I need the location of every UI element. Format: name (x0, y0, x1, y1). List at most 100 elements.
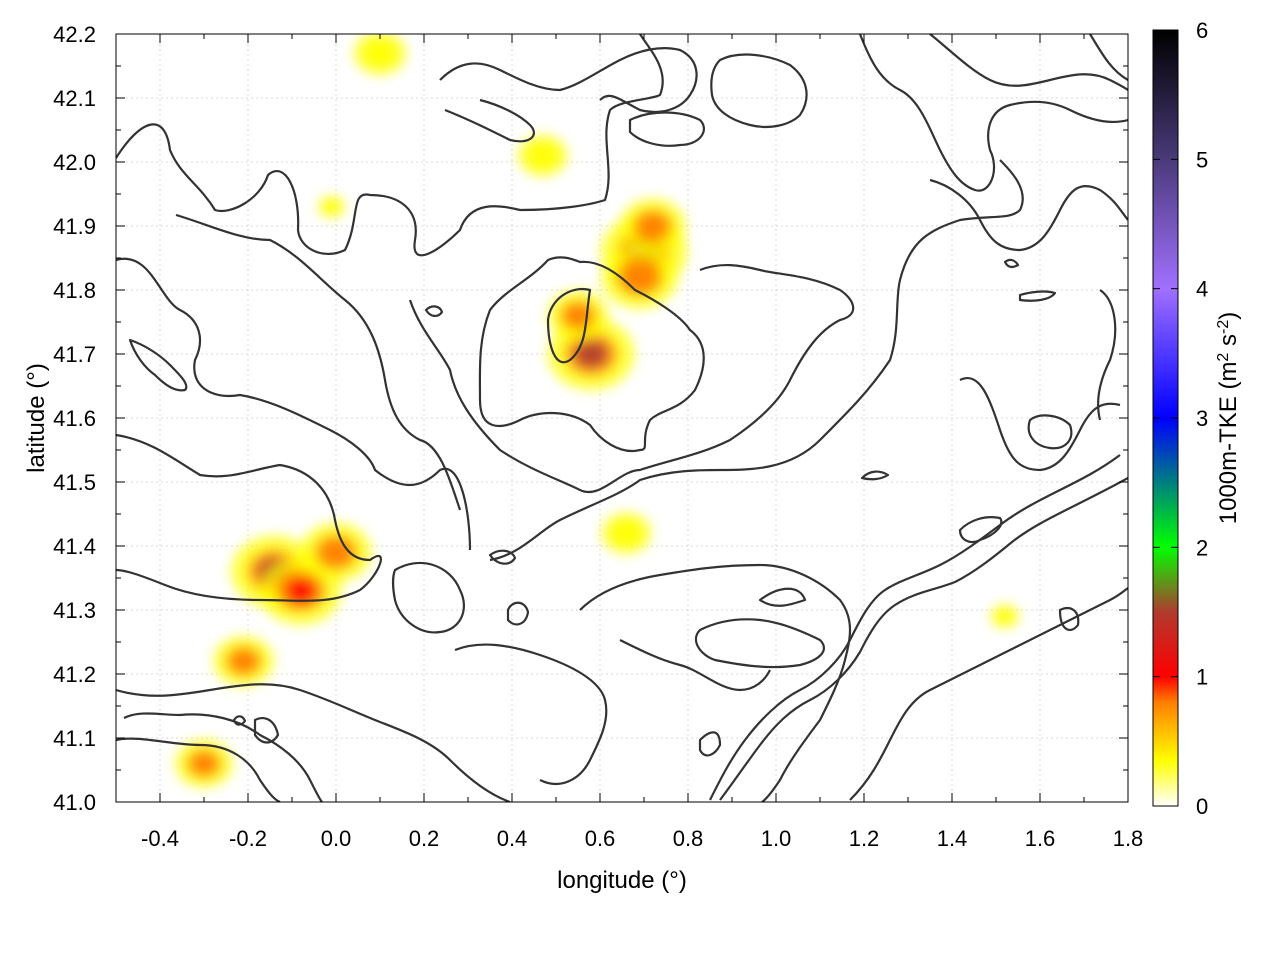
contour-line (1018, 290, 1057, 302)
y-tick-label: 41.7 (53, 342, 96, 367)
y-tick-label: 41.2 (53, 662, 96, 687)
contour-line (1027, 414, 1073, 450)
contour-lines (116, 34, 1128, 802)
contour-line (694, 618, 825, 669)
colorbar-tick-label: 0 (1196, 794, 1208, 819)
colorbar: 0 1 2 3 4 5 6 1000m-TKE (m2 s-2) (1152, 18, 1243, 819)
y-tick-label: 42.0 (53, 150, 96, 175)
tke-field (175, 34, 1019, 788)
contour-line (175, 213, 462, 511)
contour-line (929, 34, 1128, 91)
contour-line (1058, 607, 1080, 632)
contour-line (758, 587, 807, 607)
x-tick-label: 1.4 (937, 826, 968, 851)
tke-hotspot (232, 652, 255, 671)
y-tick-label: 41.0 (53, 790, 96, 815)
x-axis-title: longitude (°) (557, 867, 687, 894)
contour-line (116, 34, 664, 257)
tke-hotspot (324, 200, 339, 213)
contour-line (698, 731, 722, 757)
tke-hotspot (997, 609, 1013, 623)
contour-line (232, 715, 247, 726)
contour-line (860, 470, 890, 481)
x-tick-label: 0.0 (321, 826, 352, 851)
y-tick-label: 42.2 (53, 22, 96, 47)
grid-lines (116, 33, 1129, 803)
tke-hotspot (640, 216, 665, 236)
colorbar-tick-label: 1 (1196, 665, 1208, 690)
tke-hotspot (371, 45, 389, 61)
contour-line (408, 264, 855, 494)
colorbar-tick-label: 2 (1196, 535, 1208, 560)
x-tick-label: 0.2 (409, 826, 440, 851)
x-tick-label: 1.6 (1025, 826, 1056, 851)
y-tick-label: 41.6 (53, 406, 96, 431)
contour-line (628, 111, 705, 147)
contour-line (929, 178, 1128, 252)
contour-line (489, 159, 1024, 562)
contour-line (116, 433, 382, 602)
y-tick-label: 41.8 (53, 278, 96, 303)
colorbar-tick-label: 4 (1196, 277, 1208, 302)
y-tick-label: 41.5 (53, 470, 96, 495)
contour-line (959, 377, 1121, 472)
tke-hotspot (285, 577, 317, 604)
contour-line (619, 639, 771, 692)
x-tick-label: 1.0 (761, 826, 792, 851)
contour-line (424, 305, 444, 317)
colorbar-tick-label: 5 (1196, 147, 1208, 172)
contour-line (478, 256, 705, 453)
tke-hotspot (574, 340, 608, 368)
axis-ticks (115, 33, 1129, 803)
tke-hotspot (534, 148, 552, 163)
contour-line (709, 454, 1121, 801)
contour-line (116, 737, 281, 802)
contour-line (123, 712, 323, 802)
contour-line (116, 257, 472, 551)
y-axis-title: latitude (°) (23, 363, 50, 473)
x-tick-label: -0.2 (229, 826, 267, 851)
contour-line (392, 561, 465, 634)
colorbar-ticks: 0 1 2 3 4 5 6 (1153, 18, 1208, 819)
x-tick-label: -0.4 (141, 826, 179, 851)
contour-line (488, 549, 517, 565)
contour-line (710, 53, 808, 129)
contour-line (849, 587, 1128, 801)
contour-line (858, 34, 1128, 192)
y-tick-label: 41.1 (53, 726, 96, 751)
y-tick-label: 42.1 (53, 86, 96, 111)
tke-hotspot (322, 541, 350, 564)
contour-line (444, 98, 535, 143)
contour-line (546, 287, 592, 364)
colorbar-title: 1000m-TKE (m2 s-2) (1215, 312, 1243, 525)
y-tick-labels: 41.0 41.1 41.2 41.3 41.4 41.5 41.6 41.7 41.8 41.9… (53, 22, 96, 815)
tke-hotspot (625, 265, 654, 290)
x-tick-label: 1.8 (1113, 826, 1144, 851)
contour-line (579, 563, 852, 802)
contour-line (958, 516, 1003, 544)
contour-line (1096, 289, 1117, 421)
x-tick-labels: -0.4 -0.2 0.0 0.2 0.4 0.6 0.8 1.0 1.2 1.4 1.6 1.8 (141, 826, 1143, 851)
contour-line (506, 601, 530, 626)
x-tick-label: 0.4 (497, 826, 528, 851)
contour-line (128, 338, 188, 392)
colorbar-tick-label: 6 (1196, 18, 1208, 43)
y-tick-label: 41.4 (53, 534, 96, 559)
x-tick-label: 0.6 (585, 826, 616, 851)
y-tick-label: 41.3 (53, 598, 96, 623)
y-tick-label: 41.9 (53, 214, 96, 239)
x-tick-label: 1.2 (849, 826, 880, 851)
contour-line (719, 477, 1128, 801)
tke-hotspot (193, 755, 215, 773)
tke-hotspot (567, 306, 589, 325)
contour-line (454, 643, 608, 785)
contour-line (439, 46, 698, 113)
x-tick-label: 0.8 (673, 826, 704, 851)
contour-line (1089, 34, 1128, 81)
colorbar-tick-label: 3 (1196, 406, 1208, 431)
contour-line (253, 717, 280, 744)
contour-line (116, 683, 511, 802)
tke-hotspot (618, 526, 635, 541)
contour-line (1003, 258, 1020, 269)
